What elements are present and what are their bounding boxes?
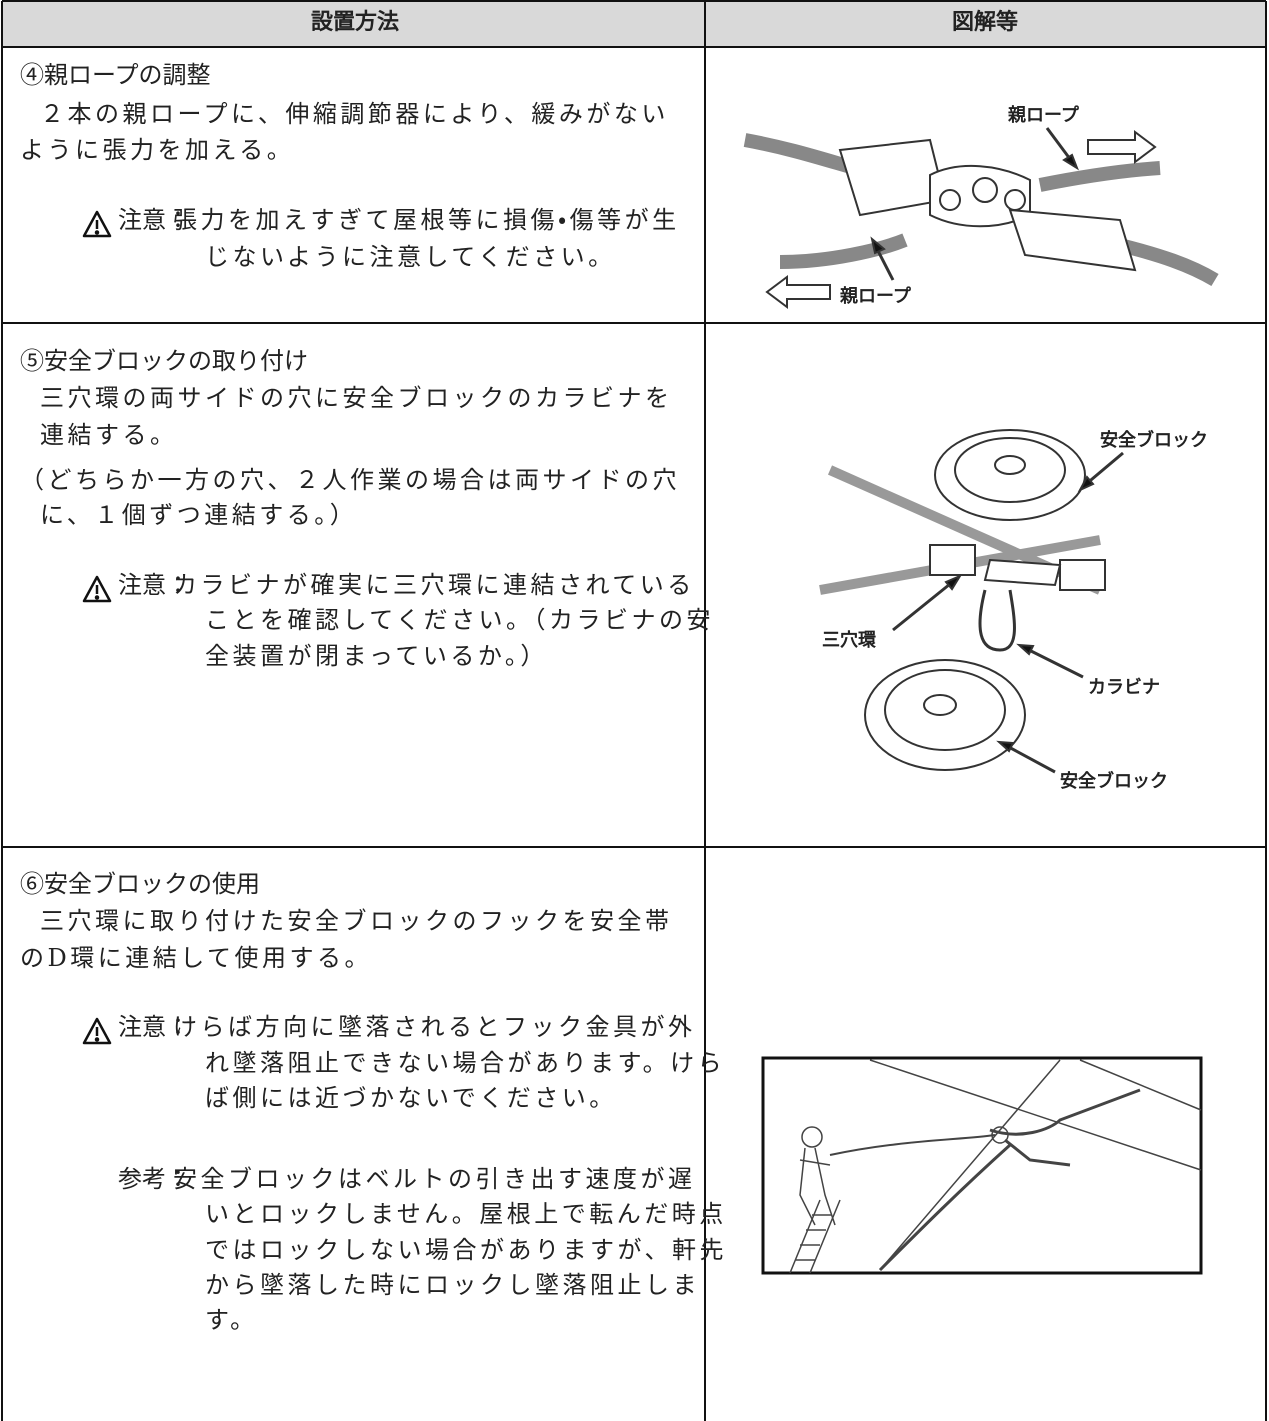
reference-line: す。 (205, 1306, 258, 1334)
note-line: （どちらか一方の穴、２人作業の場合は両サイドの穴 (20, 466, 680, 494)
caution-line: ことを確認してください。（カラビナの安 (205, 606, 715, 634)
body-line: 三穴環に取り付けた安全ブロックのフックを安全帯 (40, 907, 673, 935)
caution-line: ば側には近づかないでください。 (205, 1084, 617, 1112)
note-line: に、１個ずつ連結する。） (40, 501, 358, 529)
body-line: ように張力を加える。 (20, 136, 295, 164)
step-heading: ⑤安全ブロックの取り付け (20, 347, 308, 375)
figure-label: 安全ブロック (1060, 771, 1168, 792)
caution-label: 注意： (118, 571, 190, 599)
reference-line: から墜落した時にロックし墜落阻止しま (205, 1271, 700, 1299)
figure-label: 親ロープ (1008, 105, 1079, 126)
header-bg (2, 1, 1266, 47)
step-heading: ⑥安全ブロックの使用 (20, 870, 260, 898)
figure-label: 安全ブロック (1100, 430, 1208, 451)
caution-label: 注意： (118, 1013, 190, 1041)
caution-line: じないように注意してください。 (205, 243, 616, 271)
reference-label: 参考： (118, 1165, 190, 1193)
header-cell: 図解等 (951, 10, 1019, 35)
figure-label: カラビナ (1088, 677, 1160, 698)
figure-safety-block (819, 429, 1124, 774)
warning-icons (82, 210, 112, 1045)
header-cell: 設置方法 (310, 10, 400, 35)
caution-line: 張力を加えすぎて屋根等に損傷・傷等が生 (173, 206, 680, 234)
caution-line: けらば方向に墜落されるとフック金具が外 (173, 1013, 696, 1041)
body-line: 三穴環の両サイドの穴に安全ブロックのカラビナを (40, 384, 673, 412)
caution-line: 全装置が閉まっているか。） (205, 642, 548, 670)
caution-line: カラビナが確実に三穴環に連結されている (173, 571, 695, 599)
reference-line: いとロックしません。屋根上で転んだ時点 (205, 1200, 727, 1228)
body-line: ２本の親ロープに、伸縮調節器により、緩みがない (40, 100, 669, 128)
figure-roof-scene (761, 1056, 1203, 1275)
body-line: 連結する。 (40, 421, 178, 449)
reference-line: ではロックしない場合がありますが、軒先 (205, 1236, 728, 1264)
step-heading: ④親ロープの調整 (20, 61, 211, 89)
figure-rope-adjuster (743, 127, 1219, 309)
figure-label: 親ロープ (840, 286, 911, 307)
body-line: のD環に連結して使用する。 (20, 944, 373, 972)
figure-label: 三穴環 (822, 630, 876, 651)
reference-line: 安全ブロックはベルトの引き出す速度が遅 (173, 1165, 696, 1193)
caution-line: れ墜落阻止できない場合があります。けら (205, 1049, 726, 1077)
caution-label: 注意： (118, 206, 190, 234)
